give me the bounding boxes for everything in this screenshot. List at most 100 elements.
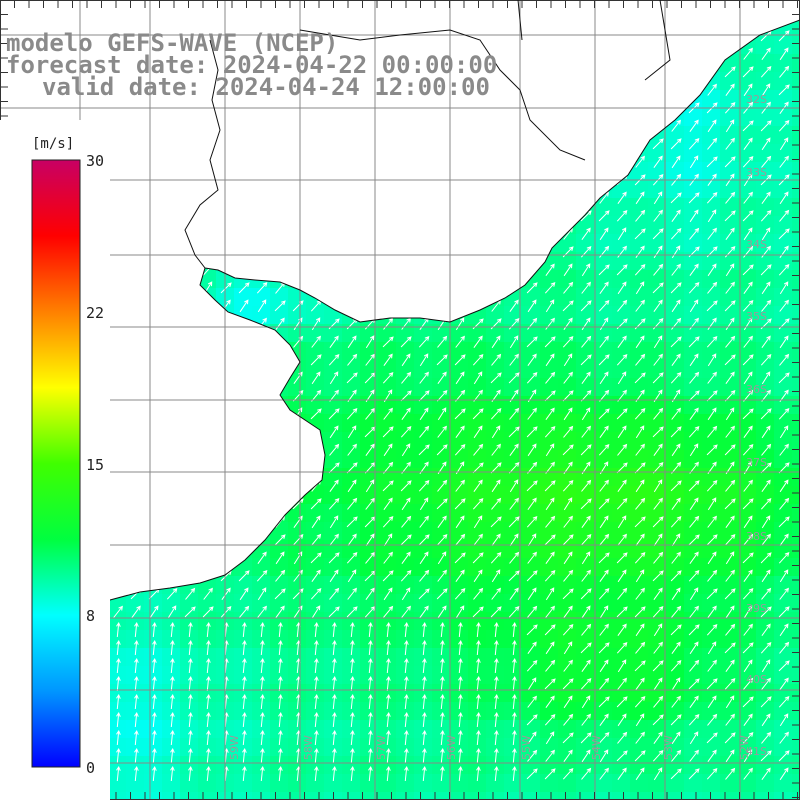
wind-arrow <box>724 444 736 456</box>
wind-arrow <box>545 641 555 655</box>
wind-arrow <box>400 480 412 492</box>
wind-arrow <box>652 750 664 762</box>
wind-arrow <box>382 372 394 384</box>
wind-arrow <box>458 675 463 692</box>
wind-arrow <box>742 732 754 744</box>
wind-arrow <box>184 606 196 618</box>
wind-arrow <box>418 534 430 546</box>
wind-arrow <box>328 354 340 366</box>
wind-arrow <box>116 675 121 692</box>
wind-arrow <box>116 657 121 674</box>
wind-arrow <box>689 659 700 672</box>
wind-arrow <box>365 587 375 600</box>
wind-arrow <box>401 515 412 528</box>
wind-arrow <box>707 137 718 150</box>
wind-arrow <box>689 263 699 276</box>
wind-arrow <box>346 408 358 420</box>
wind-arrow <box>113 605 123 618</box>
wind-arrow <box>527 677 537 691</box>
wind-arrow <box>437 605 447 619</box>
wind-arrow <box>476 621 481 638</box>
wind-arrow <box>635 587 645 600</box>
wind-arrow <box>563 569 574 582</box>
wind-arrow <box>206 657 211 674</box>
wind-arrow <box>134 729 139 746</box>
wind-arrow <box>526 372 538 384</box>
wind-arrow <box>653 155 663 168</box>
wind-arrow <box>599 623 609 636</box>
wind-arrow <box>476 747 481 764</box>
wind-arrow <box>779 731 789 744</box>
wind-arrow <box>400 534 412 546</box>
wind-arrow <box>707 641 717 655</box>
wind-arrow <box>526 336 538 348</box>
wind-arrow <box>166 588 178 600</box>
wind-arrow <box>653 623 663 637</box>
wind-arrow <box>242 621 247 638</box>
wind-arrow <box>581 335 592 348</box>
wind-arrow <box>221 299 231 312</box>
wind-arrow <box>418 480 430 492</box>
wind-arrow <box>671 245 681 259</box>
wind-arrow <box>725 623 736 636</box>
wind-arrow <box>581 695 591 709</box>
wind-arrow <box>329 533 339 546</box>
wind-arrow <box>689 299 699 313</box>
wind-arrow <box>494 657 499 674</box>
wind-arrow <box>598 732 610 744</box>
wind-arrow <box>490 516 502 528</box>
wind-arrow <box>688 714 700 726</box>
wind-arrow <box>743 335 753 348</box>
wind-arrow <box>455 335 465 348</box>
wind-arrow <box>382 426 394 438</box>
wind-arrow <box>599 749 609 763</box>
wind-arrow <box>581 407 591 421</box>
wind-arrow <box>329 515 339 529</box>
wind-arrow <box>332 747 337 764</box>
wind-arrow <box>689 731 699 745</box>
lat-label: 38S <box>746 530 767 543</box>
wind-arrow <box>508 606 520 618</box>
wind-arrow <box>580 642 592 654</box>
wind-arrow <box>653 641 663 654</box>
wind-arrow <box>422 639 427 656</box>
wind-arrow <box>635 299 645 312</box>
wind-arrow <box>116 693 121 710</box>
wind-arrow <box>689 209 699 223</box>
wind-arrow <box>580 354 592 366</box>
wind-arrow <box>508 462 520 474</box>
wind-arrow <box>545 317 555 330</box>
wind-arrow <box>152 639 157 656</box>
wind-arrow <box>617 533 627 546</box>
wind-arrow <box>509 533 519 547</box>
wind-arrow <box>761 191 771 204</box>
wind-arrow <box>581 479 592 492</box>
wind-arrow <box>275 281 286 294</box>
wind-arrow <box>635 245 645 258</box>
wind-arrow <box>671 677 681 691</box>
wind-arrow <box>760 606 772 618</box>
wind-arrow <box>400 570 412 582</box>
wind-arrow <box>203 281 213 295</box>
wind-arrow <box>653 731 663 744</box>
wind-arrow <box>743 767 753 780</box>
wind-arrow <box>134 765 139 782</box>
wind-arrow <box>779 209 790 222</box>
wind-arrow <box>617 767 627 780</box>
wind-arrow <box>206 711 211 728</box>
wind-arrow <box>688 138 700 150</box>
wind-arrow <box>742 354 754 366</box>
wind-arrow <box>418 444 430 456</box>
wind-arrow <box>544 678 556 690</box>
wind-arrow <box>332 693 337 710</box>
wind-arrow <box>707 83 717 96</box>
wind-arrow <box>491 497 502 510</box>
wind-arrow <box>707 281 718 294</box>
wind-arrow <box>455 533 466 546</box>
wind-arrow <box>670 768 682 780</box>
wind-arrow <box>436 444 448 456</box>
wind-arrow <box>455 515 465 529</box>
wind-arrow <box>491 425 501 439</box>
wind-arrow <box>562 588 574 600</box>
wind-arrow <box>671 263 681 276</box>
